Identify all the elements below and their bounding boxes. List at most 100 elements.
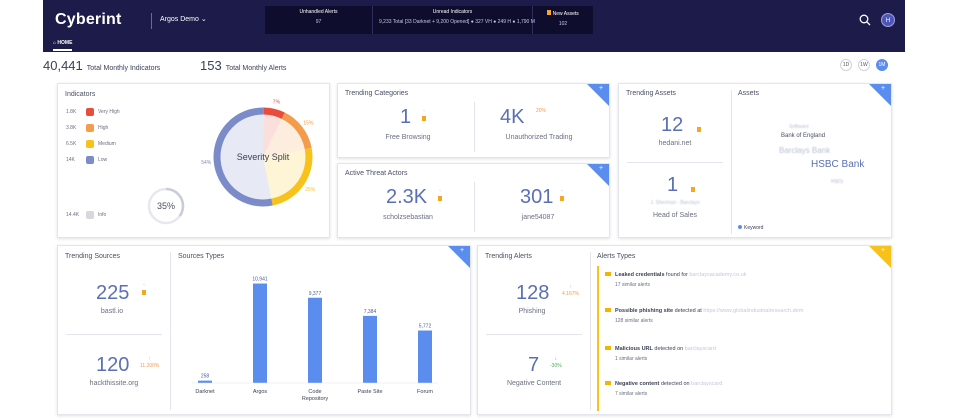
expand-button[interactable]: + [448,246,470,268]
x-tick-label: Forum [417,389,433,395]
bar[interactable] [308,297,322,383]
alert-item[interactable]: Negative content detected on barclayscar… [605,381,722,397]
trend-indicator: - [560,188,564,204]
indicators-card: Indicators 1.8K Very High 3.8K High 6.5K Me… [57,83,330,238]
pie-slice-fill [263,111,284,157]
divider [474,182,475,232]
legend-very-high[interactable]: 1.8K Very High [66,108,120,116]
bar-value-label: 10,941 [252,277,268,283]
alert-item[interactable]: Possible phishing site detected at https… [605,308,803,324]
bar-value-label: 5,772 [419,324,432,330]
pie-slice-fill [217,111,273,203]
pie-slice[interactable] [271,148,313,206]
org-switcher[interactable]: Argos Demo ⌄ [160,15,207,23]
metric-label[interactable]: hackthissite.org [89,380,139,387]
period-1d-button[interactable]: 1D [840,59,852,71]
metric-label[interactable]: Unauthorized Trading [505,134,573,141]
expand-button[interactable]: + [869,84,891,106]
threat-actors-card: Active Threat Actors + 2.3K - scholzseba… [337,163,610,238]
bar[interactable] [198,380,212,383]
metric-value: 1 [667,174,679,196]
divider [170,252,171,410]
metric-label[interactable]: Free Browsing [385,134,431,141]
trend-indicator: ↓ -30% [550,356,562,369]
metric-label[interactable]: bastl.io [100,308,124,315]
logo-divider [151,13,152,29]
flag-icon [547,10,552,15]
unhandled-alerts-stat[interactable]: Unhandled Alerts 97 [265,6,373,34]
trend-indicator: - [142,282,146,298]
card-title: Active Threat Actors [345,170,408,177]
bar[interactable] [418,330,432,383]
trend-indicator: 20% [536,108,547,114]
pie-slice-label: 15% [303,121,314,127]
flag-icon [605,381,611,385]
metric-value: 225 [96,282,130,304]
asset-tag[interactable]: Software [789,124,809,130]
card-title: Trending Alerts [485,253,532,260]
search-icon[interactable] [859,14,871,26]
org-name: Argos Demo [160,16,199,23]
stat-value: 102 [558,21,568,27]
bar[interactable] [363,315,377,383]
metric-value: 120 [96,354,130,376]
x-tick-label: Code [308,389,321,395]
pie-slice[interactable] [213,107,273,207]
metric-label[interactable]: Negative Content [506,380,562,387]
plus-icon: + [599,165,604,172]
plus-icon: + [881,85,886,92]
alerts-card: Trending Alerts Alerts Types + 128 ↑ 4.16… [477,245,892,415]
new-assets-stat[interactable]: New Assets 102 [533,6,593,34]
avatar[interactable]: H [881,13,895,27]
unread-indicators-stat[interactable]: Unread Indicators 9,233 Total [33 Darknet… [373,6,535,34]
asset-tag[interactable]: Barclays Bank [779,146,831,155]
asset-tag[interactable]: HSBC Bank [811,159,865,170]
divider [731,90,732,234]
trending-categories-card: Trending Categories + 1 - Free Browsing … [337,83,610,158]
gauge-value: 35% [156,201,175,211]
app-logo: Cyberint [55,11,122,28]
pie-slice-fill [263,115,309,157]
card-title: Assets [738,90,760,97]
metric-value: 2.3K [386,186,428,208]
alert-item[interactable]: Leaked credentials found for barclaysaca… [605,272,746,288]
gauge-ring [147,187,185,225]
metric-label[interactable]: jane54087 [521,214,555,221]
period-1w-button[interactable]: 1W [858,59,870,71]
legend-medium[interactable]: 6.5K Medium [66,140,116,148]
flag-icon [605,308,611,312]
sources-types-chart: 258 Darknet 10,941 Argos 9,377 CodeRepository… [192,277,438,402]
severity-pie[interactable]: 7% 15% 25% 54% Severity Split [198,92,328,222]
bar-value-label: 258 [201,374,210,380]
asset-tag[interactable]: RBS [831,179,844,185]
pie-slice[interactable] [263,107,285,119]
card-title: Indicators [65,91,96,98]
x-tick-label: Argos [253,389,268,395]
flag-icon [691,179,695,197]
pie-slice[interactable] [281,112,312,150]
metric-label[interactable]: Head of Sales [653,212,697,219]
expand-button[interactable]: + [587,84,609,106]
expand-button[interactable]: + [869,246,891,268]
legend-info[interactable]: 14.4K Info [66,211,107,219]
period-1m-button[interactable]: 1M [876,59,888,71]
expand-button[interactable]: + [587,164,609,186]
plus-icon: + [881,247,886,254]
legend-low[interactable]: 14K Low [66,156,108,164]
trend-indicator: ↑ 11.200% [140,356,160,369]
asset-tag[interactable]: Bank of England [781,133,826,139]
metric-label[interactable]: scholzsebastian [383,214,433,221]
flag-icon [605,272,611,276]
metric-label[interactable]: hedani.net [658,140,692,147]
metric-value: 12 [661,114,684,136]
stat-title: Unhandled Alerts [299,9,338,15]
tab-home[interactable]: ⌂ HOME [53,40,73,51]
stat-title: New Assets [539,9,587,17]
bar-value-label: 9,377 [309,291,322,297]
metric-label[interactable]: Phishing [518,308,546,315]
legend-high[interactable]: 3.8K High [66,124,109,132]
alert-item[interactable]: Malicious URL detected on barclayscard 1 … [605,346,716,362]
bar[interactable] [253,283,267,383]
metric-value: 1 [400,106,412,128]
card-title: Trending Sources [65,253,120,260]
